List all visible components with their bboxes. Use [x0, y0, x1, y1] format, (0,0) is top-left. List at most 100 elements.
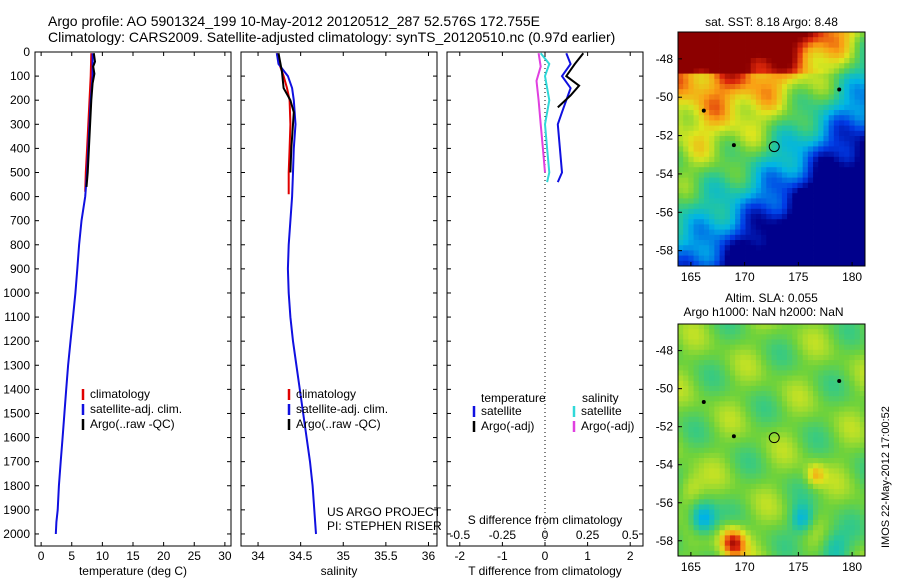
- map-cell: [678, 437, 684, 443]
- map-cell: [693, 167, 700, 173]
- map-cell: [833, 89, 840, 95]
- map-cell: [844, 458, 850, 464]
- map-cell: [797, 396, 804, 402]
- map-cell: [750, 509, 757, 516]
- map-cell: [683, 229, 689, 236]
- map-cell: [745, 208, 752, 215]
- map-cell: [703, 260, 710, 267]
- y-tick-label: -58: [656, 534, 674, 548]
- map-cell: [709, 427, 715, 433]
- map-cell: [693, 193, 700, 199]
- map-cell: [740, 63, 746, 69]
- map-cell: [740, 344, 746, 351]
- map-cell: [828, 110, 835, 116]
- map-cell: [740, 89, 746, 95]
- map-cell: [740, 535, 746, 541]
- map-cell: [693, 540, 700, 547]
- map-cell: [776, 167, 783, 173]
- map-cell: [709, 452, 715, 459]
- map-cell: [745, 406, 752, 413]
- map-cell: [781, 188, 788, 194]
- map-cell: [787, 550, 793, 557]
- map-cell: [823, 68, 830, 74]
- map-cell: [703, 494, 710, 500]
- map-cell: [797, 234, 804, 241]
- map-cell: [802, 234, 809, 241]
- map-cell: [761, 193, 767, 199]
- map-cell: [813, 427, 819, 433]
- map-cell: [745, 437, 752, 443]
- map-cell: [755, 245, 762, 251]
- map-cell: [854, 452, 861, 459]
- map-cell: [714, 63, 720, 69]
- map-cell: [745, 411, 752, 418]
- map-cell: [735, 483, 741, 490]
- map-cell: [781, 411, 788, 418]
- series-line: [84, 53, 93, 192]
- map-cell: [693, 110, 700, 116]
- map-cell: [844, 115, 850, 121]
- map-cell: [724, 68, 731, 74]
- map-cell: [813, 540, 819, 547]
- map-cell: [797, 375, 804, 382]
- map-cell: [750, 360, 757, 366]
- map-cell: [761, 32, 767, 38]
- map-cell: [766, 550, 772, 557]
- map-cell: [729, 37, 736, 43]
- map-cell: [823, 94, 830, 100]
- map-cell: [678, 396, 684, 402]
- map-cell: [823, 224, 830, 230]
- map-cell: [683, 473, 689, 480]
- map-cell: [844, 535, 850, 541]
- map-cell: [787, 42, 793, 48]
- map-cell: [839, 329, 845, 335]
- map-cell: [818, 240, 824, 246]
- map-cell: [787, 427, 793, 433]
- map-cell: [823, 411, 830, 418]
- map-cell: [729, 416, 736, 423]
- map-cell: [818, 339, 824, 346]
- map-cell: [698, 535, 705, 541]
- map-cell: [683, 421, 689, 428]
- map-cell: [724, 162, 731, 168]
- map-cell: [854, 344, 861, 351]
- map-cell: [802, 63, 809, 69]
- map-cell: [693, 146, 700, 152]
- map-cell: [693, 203, 700, 210]
- map-cell: [833, 468, 840, 474]
- map-cell: [833, 499, 840, 505]
- map-cell: [709, 370, 715, 376]
- map-cell: [755, 198, 762, 204]
- map-cell: [755, 234, 762, 241]
- map-cell: [698, 514, 705, 521]
- map-cell: [781, 110, 788, 116]
- map-cell: [818, 245, 824, 251]
- map-cell: [755, 416, 762, 423]
- map-cell: [719, 509, 726, 516]
- map-cell: [766, 198, 772, 204]
- map-cell: [719, 89, 726, 95]
- map-cell: [740, 442, 746, 449]
- map-cell: [688, 73, 694, 80]
- map-cell: [729, 208, 736, 215]
- map-cell: [828, 509, 835, 516]
- map-cell: [745, 32, 752, 38]
- y-tick-label: 1400: [3, 382, 30, 396]
- map-cell: [797, 360, 804, 366]
- map-cell: [698, 504, 705, 510]
- map-cell: [839, 530, 845, 536]
- map-cell: [771, 349, 778, 356]
- map-cell: [844, 255, 850, 262]
- map-cell: [833, 58, 840, 64]
- map-cell: [678, 58, 684, 64]
- map-cell: [678, 188, 684, 194]
- map-cell: [818, 229, 824, 236]
- map-cell: [709, 473, 715, 480]
- map-cell: [755, 514, 762, 521]
- map-cell: [807, 63, 814, 69]
- map-cell: [854, 463, 861, 469]
- map-cell: [703, 427, 710, 433]
- map-cell: [802, 401, 809, 407]
- map-cell: [693, 73, 700, 80]
- map-cell: [703, 73, 710, 80]
